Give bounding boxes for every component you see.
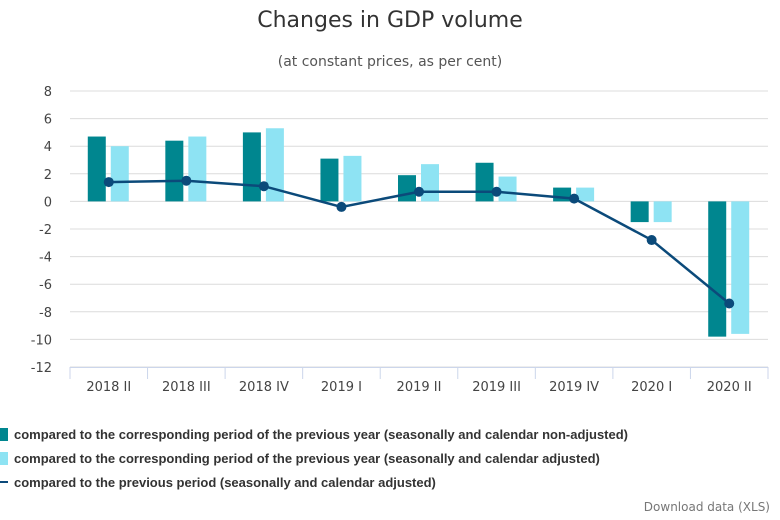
legend-swatch bbox=[0, 428, 8, 441]
y-tick-label: 2 bbox=[44, 168, 52, 183]
legend-swatch bbox=[0, 481, 8, 483]
bar bbox=[576, 187, 595, 202]
bar bbox=[165, 140, 184, 202]
chart-plot: 8 6 4 2 0 -2 -4 -6 -8 -10 -12 2018 II 2018 III 2018 I… bbox=[31, 85, 769, 395]
bar bbox=[343, 155, 362, 202]
bar bbox=[398, 175, 416, 202]
y-tick-label: -12 bbox=[31, 361, 52, 376]
bar bbox=[421, 164, 439, 202]
legend-item-nonadjusted[interactable]: compared to the corresponding period of … bbox=[0, 425, 776, 444]
y-tick-label: 6 bbox=[44, 113, 52, 128]
x-tick-label: 2019 III bbox=[472, 380, 521, 395]
legend-label: compared to the corresponding period of … bbox=[14, 451, 600, 466]
y-tick-label: 4 bbox=[44, 140, 52, 155]
chart-subtitle: (at constant prices, as per cent) bbox=[277, 54, 503, 70]
line-point bbox=[414, 186, 424, 197]
x-tick-label: 2018 IV bbox=[239, 380, 289, 395]
legend-item-adjusted[interactable]: compared to the corresponding period of … bbox=[0, 449, 776, 468]
legend-item-previous-period[interactable]: compared to the previous period (seasona… bbox=[0, 473, 776, 492]
bar bbox=[265, 128, 284, 202]
chart-title: Changes in GDP volume bbox=[257, 8, 523, 33]
y-tick-label: -8 bbox=[39, 306, 52, 321]
line-point bbox=[258, 181, 269, 192]
y-tick-label: -4 bbox=[39, 251, 52, 266]
bar bbox=[475, 162, 494, 202]
bar bbox=[87, 136, 106, 202]
x-tick-label: 2019 I bbox=[321, 380, 362, 395]
x-tick-label: 2018 II bbox=[86, 380, 131, 395]
download-link[interactable]: Download data (XLS) bbox=[643, 500, 770, 514]
y-tick-label: 0 bbox=[44, 195, 52, 210]
legend-label: compared to the previous period (seasona… bbox=[14, 475, 436, 490]
y-tick-label: 8 bbox=[44, 85, 52, 100]
bar bbox=[110, 146, 129, 202]
bar bbox=[630, 201, 649, 223]
bar bbox=[708, 201, 727, 337]
line-point bbox=[724, 298, 735, 309]
legend: compared to the corresponding period of … bbox=[0, 425, 776, 492]
y-tick-label: -10 bbox=[31, 333, 52, 348]
line-point bbox=[646, 235, 657, 246]
x-tick-label: 2019 II bbox=[397, 380, 442, 395]
line-point bbox=[103, 177, 114, 188]
x-tick-label: 2019 IV bbox=[549, 380, 599, 395]
line-point bbox=[181, 175, 192, 186]
x-tick-label: 2018 III bbox=[162, 380, 211, 395]
y-tick-label: -2 bbox=[39, 223, 52, 238]
bar bbox=[653, 201, 672, 223]
x-tick-label: 2020 II bbox=[707, 380, 752, 395]
bar bbox=[498, 176, 517, 202]
bar bbox=[731, 201, 750, 334]
line-point bbox=[569, 193, 580, 204]
x-tick-label: 2020 I bbox=[631, 380, 672, 395]
line-point bbox=[491, 186, 502, 197]
line-point bbox=[336, 201, 347, 212]
legend-swatch bbox=[0, 452, 8, 465]
bar bbox=[242, 132, 261, 202]
legend-label: compared to the corresponding period of … bbox=[14, 427, 629, 442]
bar bbox=[188, 136, 207, 202]
bar bbox=[320, 158, 339, 202]
y-tick-label: -6 bbox=[39, 278, 52, 293]
